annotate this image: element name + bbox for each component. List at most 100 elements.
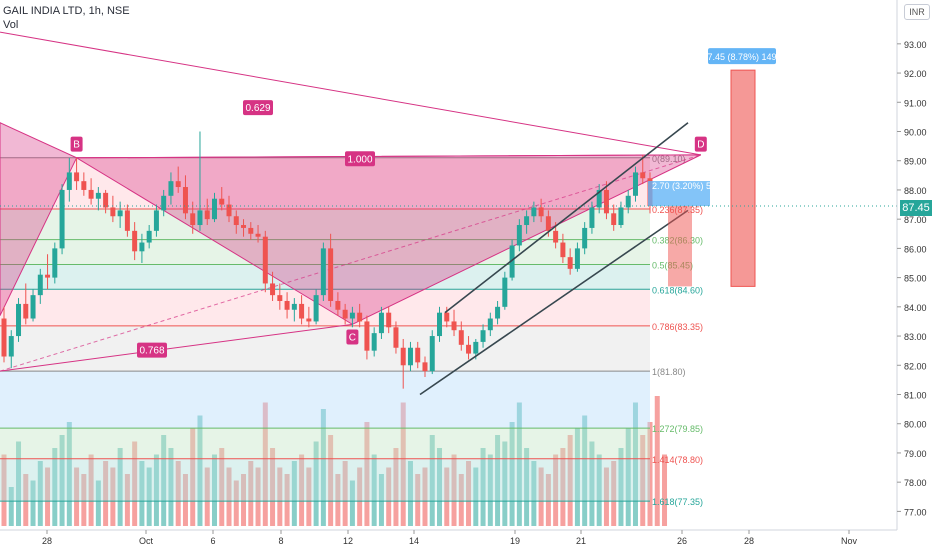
volume-bar — [451, 454, 457, 526]
interval-label[interactable]: 1h — [88, 5, 101, 17]
candle-body — [241, 225, 247, 228]
candle-body — [429, 336, 435, 372]
fib-level-label: 1.618(77.35) — [652, 497, 703, 507]
time-tick-label: 28 — [42, 536, 52, 546]
price-tick-label: 91.00 — [904, 98, 927, 108]
volume-bar — [473, 467, 479, 526]
volume-bar — [487, 454, 493, 526]
volume-bar — [52, 448, 58, 526]
volume-bar — [393, 448, 399, 526]
volume-bar — [241, 474, 247, 526]
ratio-label-text: 1.000 — [347, 154, 372, 165]
volume-bar — [306, 467, 312, 526]
volume-bar — [545, 474, 551, 526]
volume-bar — [139, 461, 145, 526]
pattern-point-label-text: C — [349, 333, 356, 344]
volume-bar — [371, 454, 377, 526]
candle-body — [146, 230, 152, 243]
candle-body — [364, 321, 370, 351]
volume-bar — [219, 448, 225, 526]
candle-body — [582, 227, 588, 249]
candle-body — [81, 181, 87, 190]
fib-level-label: 1.272(79.85) — [652, 424, 703, 434]
price-tick-label: 79.00 — [904, 449, 927, 459]
price-tick-label: 85.00 — [904, 274, 927, 284]
volume-bar — [81, 474, 87, 526]
volume-bar — [37, 461, 43, 526]
candle-body — [415, 347, 421, 363]
volume-bar — [618, 448, 624, 526]
volume-bar — [458, 474, 464, 526]
last-price-tag: 87.45 — [900, 200, 932, 216]
volume-bar — [95, 480, 101, 526]
volume-bar — [632, 402, 638, 526]
projection-bar — [730, 69, 756, 287]
volume-bar — [161, 435, 167, 526]
candle-body — [451, 321, 457, 331]
volume-bar — [103, 461, 109, 526]
volume-bar — [270, 448, 276, 526]
volume-indicator-label[interactable]: Vol — [3, 19, 19, 31]
candle-body — [110, 207, 116, 217]
volume-bar — [45, 467, 51, 526]
candle-body — [306, 318, 312, 322]
volume-bar — [197, 415, 203, 526]
volume-bar — [524, 448, 530, 526]
fib-level-label: 1(81.80) — [652, 367, 686, 377]
volume-bar — [574, 428, 580, 526]
pattern-point-label-text: D — [697, 140, 704, 151]
volume-bar — [640, 435, 646, 526]
pattern-point-label-text: B — [73, 140, 80, 151]
volume-bar — [262, 402, 268, 526]
symbol-line: GAIL INDIA LTD, 1h, NSE — [3, 5, 130, 17]
candle-body — [190, 213, 196, 226]
time-tick-label: 6 — [210, 536, 215, 546]
candle-body — [233, 216, 239, 226]
symbol-name[interactable]: GAIL INDIA LTD — [3, 5, 83, 17]
volume-bar — [277, 467, 283, 526]
time-tick-label: 12 — [343, 536, 353, 546]
volume-bar — [74, 467, 80, 526]
candle-body — [422, 362, 428, 372]
candle-body — [349, 312, 355, 319]
volume-bar — [66, 422, 72, 526]
candle-body — [444, 312, 450, 322]
volume-bar — [23, 474, 29, 526]
price-tick-label: 88.00 — [904, 186, 927, 196]
volume-bar — [299, 454, 305, 526]
fib-level-label: 0.618(84.60) — [652, 285, 703, 295]
volume-bar — [342, 461, 348, 526]
time-tick-label: 19 — [510, 536, 520, 546]
candle-body — [509, 245, 515, 278]
volume-bar — [182, 474, 188, 526]
candle-body — [248, 227, 254, 234]
volume-bar — [117, 448, 123, 526]
volume-bar — [110, 467, 116, 526]
candle-body — [342, 309, 348, 319]
volume-bar — [8, 487, 14, 526]
price-tick-label: 89.00 — [904, 157, 927, 167]
price-tick-label: 84.00 — [904, 303, 927, 313]
candle-body — [480, 330, 486, 342]
volume-bar — [124, 474, 130, 526]
volume-bar — [480, 448, 486, 526]
volume-bar — [596, 454, 602, 526]
candle-body — [378, 312, 384, 334]
candle-body — [139, 242, 145, 252]
time-tick-label: Oct — [139, 536, 154, 546]
candle-body — [16, 303, 22, 337]
volume-bar — [378, 474, 384, 526]
fib-zone — [0, 157, 650, 209]
volume-bar — [132, 441, 138, 526]
volume-bar — [502, 441, 508, 526]
ratio-label: 0.768 — [137, 342, 167, 358]
exchange-label: NSE — [106, 5, 130, 17]
volume-bar — [153, 454, 159, 526]
currency-button[interactable]: INR — [904, 4, 930, 20]
time-tick-label: 28 — [744, 536, 754, 546]
fib-zone — [0, 371, 650, 429]
ratio-label: 0.629 — [243, 100, 273, 116]
volume-bar — [1, 454, 7, 526]
